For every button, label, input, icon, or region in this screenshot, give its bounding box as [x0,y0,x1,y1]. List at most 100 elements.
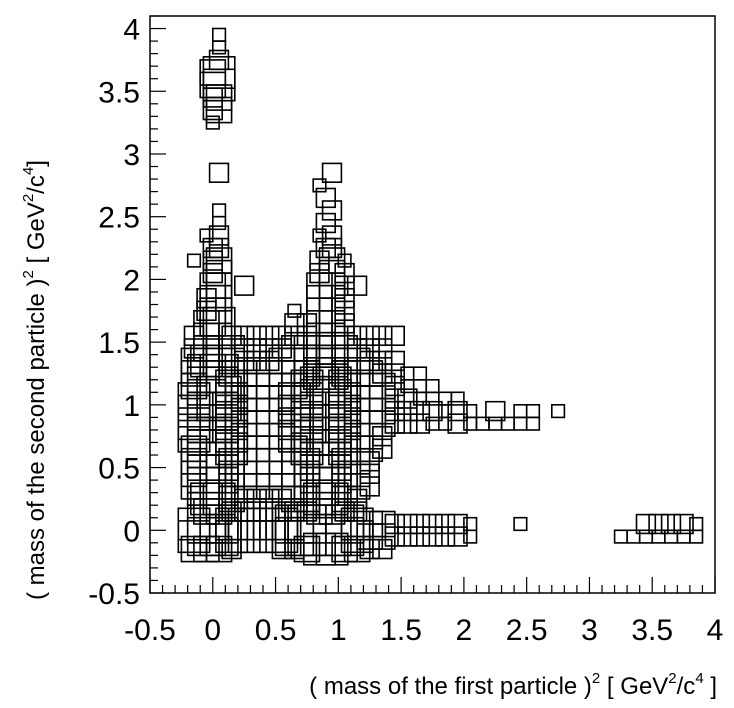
histogram-bin [437,416,453,431]
histogram-bin [321,225,343,246]
histogram-bin [422,513,443,535]
histogram-bin [463,416,478,431]
histogram-bin [205,115,220,130]
histogram-bin [485,400,506,422]
histogram-bin [422,400,443,422]
histogram-bin [513,516,528,532]
histogram-bin [447,413,468,434]
histogram-bin [447,526,468,547]
histogram-bin [271,538,292,560]
x-tick-label: 0 [204,614,221,647]
histogram-bin [638,529,654,544]
y-tick-label: 0 [123,515,140,548]
histogram-bin [422,526,443,547]
histogram-bin [318,498,346,525]
histogram-bin [663,529,679,544]
histogram-bin [290,407,324,441]
histogram-bin [412,391,428,406]
histogram-bin [689,529,704,544]
histogram-bin [437,403,453,419]
histogram-bin [240,520,274,554]
histogram-bin [412,366,428,381]
histogram-bin [293,535,321,563]
histogram-bin [290,394,324,428]
histogram-bin [315,187,336,209]
histogram-bin [346,275,368,296]
histogram-bin [259,325,280,346]
x-tick-label: 1.5 [380,614,422,647]
histogram-bin [397,400,418,422]
histogram-bin [397,388,418,409]
histogram-bin [372,438,393,459]
histogram-bin [412,378,428,394]
x-tick-label: 1 [330,614,347,647]
y-tick-label: 0.5 [98,453,140,486]
y-tick-label: -0.5 [88,578,140,611]
histogram-bin [463,403,478,419]
histogram-bin [384,526,405,547]
histogram-bin [447,400,468,422]
histogram-bin [315,532,349,566]
histogram-bin [199,228,214,243]
histogram-bin [246,338,267,359]
histogram-bin [212,40,227,55]
histogram-bin [397,526,418,547]
histogram-bin [613,529,628,544]
histogram-bin [397,513,418,535]
histogram-bin [434,526,456,547]
histogram-bin [177,419,211,453]
histogram-bin [463,529,478,544]
x-axis-title: ( mass of the first particle )2 [ GeV2/c… [309,670,717,700]
histogram-bin [384,350,405,372]
histogram-bin [177,407,211,441]
histogram-bin [550,403,566,419]
histogram-bin [212,27,227,42]
histogram-bin [500,416,516,431]
histogram-bin [212,215,227,231]
y-tick-label: 3.5 [98,76,140,109]
histogram-bin [252,507,286,541]
histogram-bin [626,529,641,544]
y-tick-label: 3 [123,139,140,172]
histogram-bin [246,501,267,522]
histogram-bin [212,203,227,218]
histogram-bin [447,513,468,535]
histogram-bin [312,228,327,243]
histogram-bin [359,538,380,560]
histogram-bin [287,303,302,318]
y-tick-label: 2.5 [98,202,140,235]
histogram-bin [648,513,669,535]
histogram-bin [475,416,490,431]
histogram-bin [205,535,233,563]
histogram-bin [372,538,393,560]
histogram-bin [437,391,453,406]
histogram-bin [384,325,405,346]
histogram-bin [227,520,261,554]
histogram-bin [409,526,431,547]
histogram-bin [425,416,440,431]
histogram-bin [246,325,267,346]
histogram-bin [673,513,694,535]
histogram-bin [265,520,299,554]
histogram-bin [186,253,202,268]
histogram-bin [284,313,305,334]
histogram-bin [425,378,440,394]
histogram-bin [513,416,528,431]
histogram-bin [372,325,393,346]
x-tick-label: 2.5 [506,614,548,647]
histogram-bin [180,372,208,400]
histogram-bin [463,516,478,532]
histogram-bin [400,378,415,394]
histogram-bin [635,513,657,535]
histogram-bin [450,391,465,406]
histogram-bin [525,403,541,419]
y-tick-label: 4 [123,14,140,47]
histogram-bin [488,416,503,431]
histogram-bin [234,275,255,296]
histogram-bin [252,520,286,554]
histogram-bin [205,498,233,525]
histogram-bin [343,535,371,563]
histogram-bin [409,413,431,434]
histogram-bin [177,394,211,428]
x-tick-label: 3 [581,614,598,647]
